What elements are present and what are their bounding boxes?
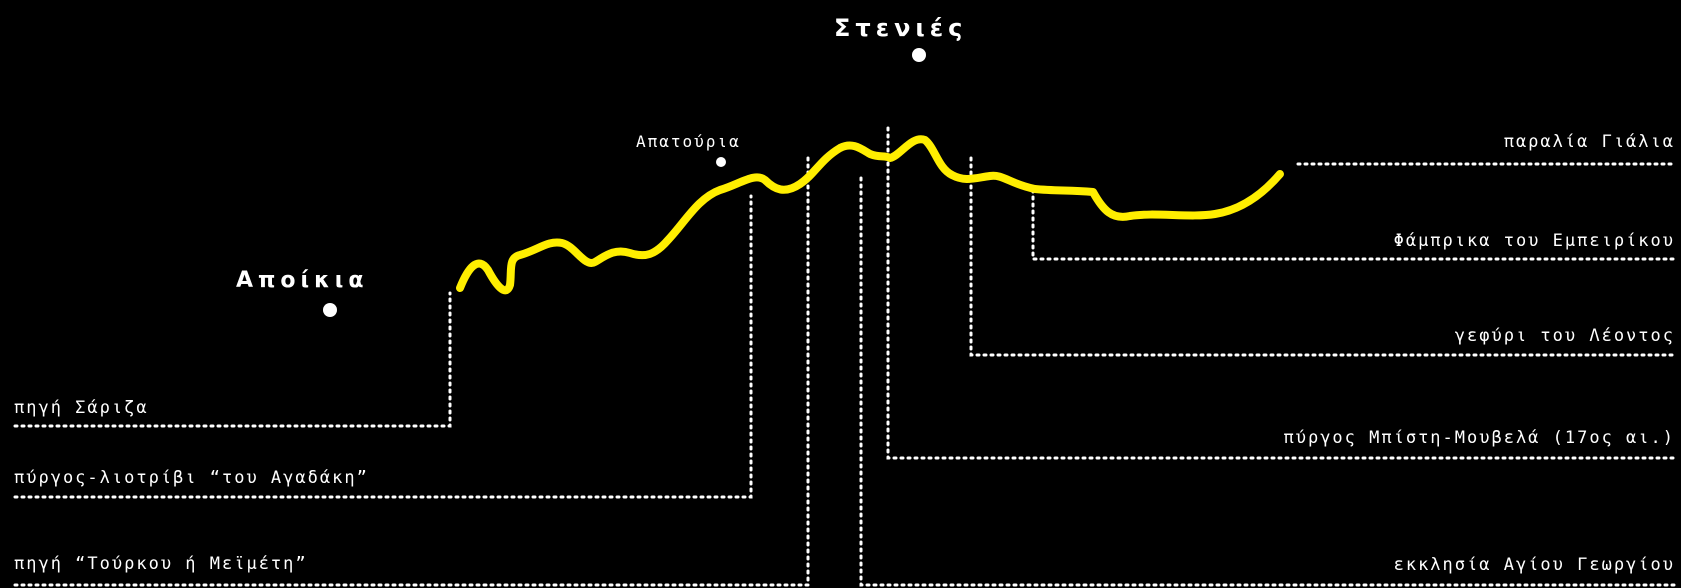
village-label-apatouria: Απατούρια <box>636 132 741 151</box>
leader-line-church-ag-georgiou <box>859 176 1678 587</box>
poi-label-ekklisia-ag-georgiou: εκκλησία Αγίου Γεωργίου <box>1393 555 1675 575</box>
village-marker-stenies <box>912 48 926 62</box>
leader-line-pyrgos-agadaki <box>13 194 753 499</box>
poi-label-pyrgos-bisti: πύργος Μπίστη-Μουβελά (17ος αι.) <box>1283 428 1675 448</box>
leader-line-pigi-tourkou <box>13 153 810 587</box>
leader-line-pyrgos-bisti <box>886 126 1678 460</box>
poi-label-pigi-sariza: πηγή Σάριζα <box>14 398 149 418</box>
village-marker-apoikia <box>323 303 337 317</box>
leader-line-gefyri-leontos <box>969 156 1678 357</box>
poi-label-paralia-gialia: παραλία Γιάλια <box>1503 132 1675 152</box>
poi-label-gefyri-leontos: γεφύρι του Λέοντος <box>1454 326 1675 346</box>
leader-line-pigi-sariza <box>13 291 452 428</box>
poi-label-pigi-tourkou: πηγή “Τούρκου ή Μεϊμέτη” <box>14 554 308 574</box>
village-label-apoikia: Αποίκια <box>236 268 369 293</box>
route-path <box>456 135 1284 295</box>
poi-label-pyrgos-agadaki: πύργος-λιοτρίβι “του Αγαδάκη” <box>14 468 369 488</box>
poi-label-fabrika-empeirikou: Φάμπρικα του Εμπειρίκου <box>1393 231 1675 251</box>
village-marker-apatouria <box>716 157 726 167</box>
leader-line-fabrika <box>1031 188 1678 261</box>
village-label-stenies: Στενιές <box>834 14 968 42</box>
